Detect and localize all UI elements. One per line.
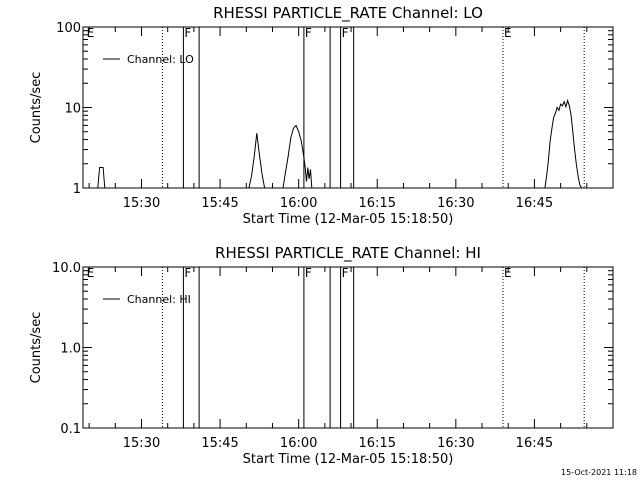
series-line	[544, 98, 583, 189]
x-tick-label: 16:30	[437, 196, 474, 211]
x-tick-label: 16:45	[516, 436, 553, 451]
footer-timestamp: 15-Oct-2021 11:18	[561, 468, 637, 477]
event-marker-label: F	[342, 26, 349, 40]
series-line	[97, 167, 106, 189]
series-line	[282, 124, 313, 189]
panel-hi: RHESSI PARTICLE_RATE Channel: HI 0.1 1.0 10…	[29, 244, 614, 467]
event-marker-label: E	[87, 266, 95, 280]
x-tick-label: 16:00	[280, 436, 317, 451]
y-axis-label: Counts/sec	[29, 72, 44, 144]
event-marker-label: F	[184, 266, 191, 280]
event-marker-label: E	[87, 26, 95, 40]
x-tick-label: 15:30	[123, 436, 160, 451]
y-axis-label: Counts/sec	[29, 312, 44, 384]
event-marker-label: E	[504, 26, 512, 40]
chart-title: RHESSI PARTICLE_RATE Channel: HI	[215, 244, 481, 263]
y-tick-label: 10.0	[52, 261, 81, 276]
x-tick-label: 15:45	[201, 196, 238, 211]
y-tick-label: 0.1	[60, 422, 81, 437]
y-tick-label: 1	[73, 182, 81, 197]
x-tick-label: 16:15	[359, 196, 396, 211]
event-marker-label: F	[184, 26, 191, 40]
x-tick-label: 16:15	[359, 436, 396, 451]
legend-label: Channel: LO	[127, 53, 194, 66]
x-tick-label: 15:45	[201, 436, 238, 451]
event-marker-label: F	[342, 266, 349, 280]
y-tick-label: 100	[56, 21, 81, 36]
chart-title: RHESSI PARTICLE_RATE Channel: LO	[213, 4, 483, 23]
event-marker-label: F	[305, 266, 312, 280]
panel-lo: RHESSI PARTICLE_RATE Channel: LO 1 10 100 15…	[29, 4, 614, 227]
x-axis-label: Start Time (12-Mar-05 15:18:50)	[243, 452, 454, 467]
series-line	[248, 133, 266, 189]
x-tick-label: 15:30	[123, 196, 160, 211]
legend-label: Channel: HI	[127, 293, 191, 306]
event-marker-label: F	[305, 26, 312, 40]
x-tick-label: 16:45	[516, 196, 553, 211]
y-tick-label: 1.0	[60, 342, 81, 357]
x-tick-label: 16:00	[280, 196, 317, 211]
x-tick-label: 16:30	[437, 436, 474, 451]
x-axis-label: Start Time (12-Mar-05 15:18:50)	[243, 212, 454, 227]
event-marker-label: E	[504, 266, 512, 280]
y-tick-label: 10	[64, 102, 81, 117]
